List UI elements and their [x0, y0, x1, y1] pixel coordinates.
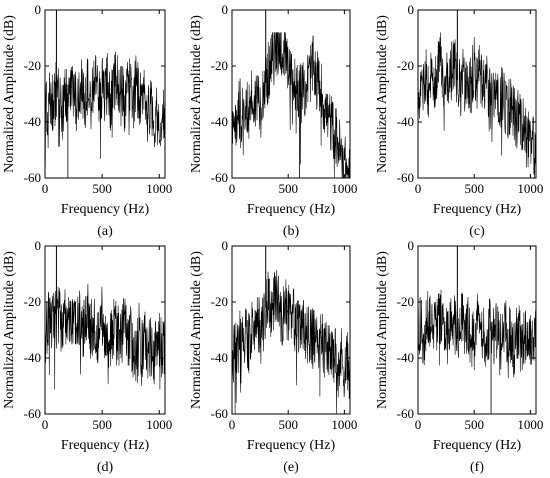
x-tick-label: 500: [464, 181, 484, 196]
y-tick-label: -40: [211, 350, 228, 365]
chart-panel: 0 500 1000 0 -20 -40 -60 Frequency (Hz) Normaliz…: [375, 238, 543, 475]
panel-label: (a): [97, 224, 113, 239]
x-tick-label: 500: [278, 181, 298, 196]
plot-frame: [417, 245, 537, 415]
x-axis-label: Frequency (Hz): [61, 202, 150, 217]
y-tick-label: -20: [211, 58, 228, 73]
panel-label: (c): [469, 224, 485, 239]
y-axis-label: Normalized Amplitude (dB): [189, 15, 204, 173]
chart-panel: 0 500 1000 0 -20 -40 -60 Frequency (Hz) Normaliz…: [375, 2, 543, 239]
chart-panel: 0 500 1000 0 -20 -40 -60 Frequency (Hz) Normaliz…: [2, 2, 172, 239]
x-tick-label: 500: [92, 181, 112, 196]
y-axis-label: Normalized Amplitude (dB): [375, 15, 390, 173]
y-tick-label: -60: [24, 406, 41, 421]
x-axis-label: Frequency (Hz): [433, 438, 522, 453]
y-axis-label: Normalized Amplitude (dB): [2, 15, 17, 173]
x-tick-label: 1000: [331, 417, 357, 432]
chart-panel: 0 500 1000 0 -20 -40 -60 Frequency (Hz) Normaliz…: [2, 238, 172, 475]
panel-label: (e): [283, 460, 299, 475]
series-line: [418, 32, 536, 178]
x-tick-label: 1000: [331, 181, 357, 196]
plot-frame: [231, 245, 351, 415]
y-tick-label: -60: [211, 170, 228, 185]
series-line: [232, 269, 350, 414]
y-axis-label: Normalized Amplitude (dB): [189, 251, 204, 409]
y-tick-label: -40: [397, 350, 414, 365]
y-tick-label: 0: [408, 2, 415, 17]
x-tick-label: 0: [42, 181, 49, 196]
chart-panel: 0 500 1000 0 -20 -40 -60 Frequency (Hz) Normaliz…: [189, 2, 357, 239]
panel-label: (f): [470, 460, 484, 475]
y-tick-label: 0: [35, 238, 42, 253]
x-tick-label: 1000: [517, 181, 543, 196]
x-tick-label: 1000: [146, 181, 172, 196]
series-line: [418, 289, 536, 379]
y-tick-label: -60: [211, 406, 228, 421]
x-tick-label: 0: [42, 417, 49, 432]
series-line: [45, 284, 165, 390]
x-tick-label: 500: [92, 417, 112, 432]
x-tick-label: 0: [229, 181, 236, 196]
y-tick-label: -20: [397, 294, 414, 309]
plot-frame: [417, 9, 537, 179]
x-tick-label: 0: [415, 181, 422, 196]
y-tick-label: 0: [35, 2, 42, 17]
x-axis-label: Frequency (Hz): [247, 202, 336, 217]
x-tick-label: 0: [415, 417, 422, 432]
y-tick-label: 0: [222, 238, 229, 253]
y-tick-label: -60: [397, 170, 414, 185]
y-tick-label: -60: [397, 406, 414, 421]
x-tick-label: 500: [278, 417, 298, 432]
plot-frame: [44, 9, 166, 179]
x-tick-label: 0: [229, 417, 236, 432]
y-axis-label: Normalized Amplitude (dB): [375, 251, 390, 409]
y-tick-label: 0: [408, 238, 415, 253]
y-axis-label: Normalized Amplitude (dB): [2, 251, 17, 409]
y-tick-label: 0: [222, 2, 229, 17]
x-tick-label: 1000: [146, 417, 172, 432]
x-axis-label: Frequency (Hz): [247, 438, 336, 453]
x-tick-label: 1000: [517, 417, 543, 432]
y-tick-label: -40: [397, 114, 414, 129]
y-tick-label: -20: [24, 58, 41, 73]
y-tick-label: -40: [24, 350, 41, 365]
y-tick-label: -20: [397, 58, 414, 73]
x-tick-label: 500: [464, 417, 484, 432]
y-tick-label: -60: [24, 170, 41, 185]
y-tick-label: -20: [211, 294, 228, 309]
panel-label: (d): [97, 460, 114, 475]
series-line: [232, 32, 350, 178]
y-tick-label: -40: [211, 114, 228, 129]
plot-frame: [44, 245, 166, 415]
panel-label: (b): [283, 224, 300, 239]
y-tick-label: -20: [24, 294, 41, 309]
x-axis-label: Frequency (Hz): [61, 438, 150, 453]
chart-panel: 0 500 1000 0 -20 -40 -60 Frequency (Hz) Normaliz…: [189, 238, 357, 475]
y-tick-label: -40: [24, 114, 41, 129]
plot-frame: [231, 9, 351, 179]
x-axis-label: Frequency (Hz): [433, 202, 522, 217]
series-line: [45, 51, 165, 168]
